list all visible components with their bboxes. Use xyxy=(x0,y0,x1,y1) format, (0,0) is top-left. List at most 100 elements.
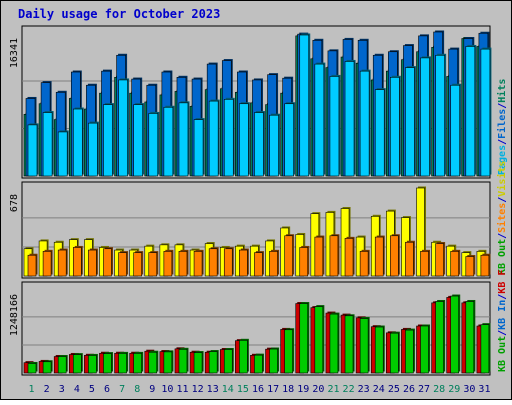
bar xyxy=(72,247,82,277)
bar xyxy=(254,252,263,277)
x-tick-label: 26 xyxy=(403,384,415,395)
x-tick-label: 6 xyxy=(104,384,110,395)
x-tick-label: 31 xyxy=(478,384,490,395)
side-legend: KB Out/Sites/Visits xyxy=(496,161,508,275)
x-tick-label: 3 xyxy=(59,384,65,395)
bar xyxy=(420,251,429,277)
bar xyxy=(390,235,399,277)
bar xyxy=(148,351,158,374)
x-tick-label: 13 xyxy=(207,384,219,395)
bar xyxy=(299,34,310,177)
bar xyxy=(269,348,278,374)
bar xyxy=(344,61,355,177)
bar xyxy=(42,361,52,374)
bar xyxy=(374,89,385,177)
bar xyxy=(178,349,188,374)
bar xyxy=(359,70,370,177)
bar xyxy=(133,104,143,177)
bar xyxy=(118,353,127,374)
series-pages xyxy=(27,33,492,177)
bar xyxy=(390,332,399,374)
bar xyxy=(284,103,294,177)
panel-top: 16341 Pages/Files/Hits xyxy=(9,25,508,179)
x-tick-label: 21 xyxy=(327,384,339,395)
bar xyxy=(208,100,219,177)
x-tick-label: 12 xyxy=(192,384,204,395)
x-tick-label: 8 xyxy=(134,384,140,395)
bar xyxy=(420,325,429,374)
bar xyxy=(178,251,188,277)
bar xyxy=(420,57,430,177)
bar xyxy=(254,112,264,177)
bar xyxy=(269,114,279,177)
legend-entry: / xyxy=(497,139,508,145)
bar xyxy=(435,54,445,177)
bar xyxy=(480,324,490,374)
bar xyxy=(88,249,97,277)
bar xyxy=(359,318,369,374)
bar xyxy=(163,106,174,177)
bar xyxy=(374,326,384,374)
bar xyxy=(359,251,369,277)
bar xyxy=(390,77,400,177)
bar xyxy=(239,340,248,374)
bar xyxy=(239,249,248,277)
bar xyxy=(133,353,142,374)
bar xyxy=(450,295,460,374)
bar xyxy=(344,315,354,374)
bar xyxy=(329,76,340,177)
bar xyxy=(103,353,112,374)
bar xyxy=(435,243,444,277)
x-tick-label: 19 xyxy=(297,384,309,395)
bar xyxy=(450,251,460,277)
x-tick-label: 23 xyxy=(358,384,370,395)
x-tick-label: 7 xyxy=(119,384,125,395)
bar xyxy=(435,301,444,374)
bar xyxy=(344,238,354,277)
legend-entry: Hits xyxy=(496,79,508,103)
bar xyxy=(178,102,189,177)
bar xyxy=(480,48,491,177)
side-legend: Pages/Files/Hits xyxy=(496,79,508,175)
x-tick-label: 14 xyxy=(222,384,234,395)
x-tick-label: 10 xyxy=(161,384,173,395)
bar xyxy=(405,329,414,374)
x-tick-label: 5 xyxy=(89,384,95,395)
bar xyxy=(314,236,324,277)
legend-entry: / xyxy=(497,233,508,239)
x-tick-label: 24 xyxy=(373,384,385,395)
x-tick-label: 18 xyxy=(282,384,294,395)
bar xyxy=(223,99,234,177)
bar xyxy=(193,119,204,177)
legend-entry: / xyxy=(497,294,508,300)
chart-title: Daily usage for October 2023 xyxy=(18,7,220,21)
bar xyxy=(239,103,249,177)
series-kb-out xyxy=(27,294,491,374)
legend-entry: KB F xyxy=(497,270,508,294)
bar xyxy=(148,252,158,277)
legend-entry: / xyxy=(497,197,508,203)
bar xyxy=(299,247,309,277)
x-tick-label: 2 xyxy=(44,384,50,395)
bar xyxy=(163,351,173,374)
bar xyxy=(118,252,127,277)
bar xyxy=(118,79,128,177)
bar xyxy=(208,248,218,277)
bar xyxy=(254,354,263,374)
bar xyxy=(42,251,52,277)
bar xyxy=(223,349,233,374)
bar xyxy=(223,248,233,277)
bar xyxy=(480,254,490,277)
bar xyxy=(299,303,309,374)
bar xyxy=(465,256,475,277)
bar xyxy=(103,104,113,177)
bar xyxy=(163,251,173,277)
bar xyxy=(72,354,82,374)
x-tick-label: 9 xyxy=(149,384,155,395)
y-max-label: 16341 xyxy=(9,38,20,68)
series-sites xyxy=(27,234,491,277)
bar xyxy=(42,112,53,177)
legend-entry: / xyxy=(497,103,508,109)
legend-entry: KB In xyxy=(497,300,508,330)
